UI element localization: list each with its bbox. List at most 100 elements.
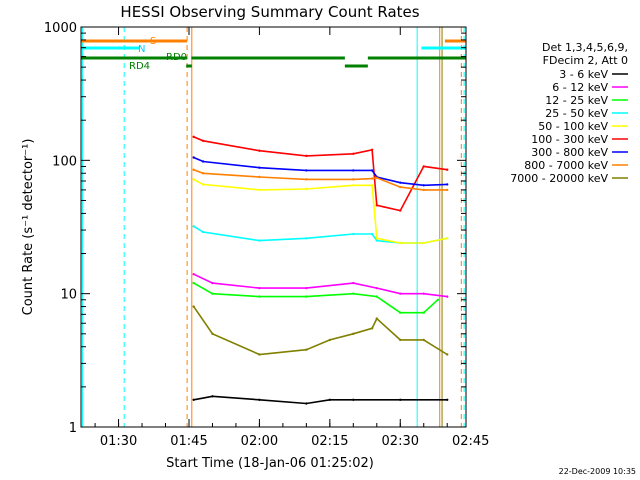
- series-point: [258, 149, 261, 152]
- series-point: [258, 239, 261, 242]
- series-line-3: [193, 225, 448, 244]
- series-point: [399, 209, 402, 212]
- footer-date: 22-Dec-2009 10:35: [559, 467, 636, 476]
- series-line-1: [193, 273, 448, 298]
- annotation-rd0-label: RD0: [166, 52, 187, 63]
- series-point: [201, 160, 205, 163]
- series-point: [258, 286, 261, 290]
- series-point: [258, 398, 261, 401]
- x-tick-label: 02:15: [311, 434, 348, 449]
- series-point: [192, 398, 195, 401]
- x-tick-label: 02:30: [382, 434, 419, 449]
- series-point: [422, 188, 425, 192]
- series-point: [305, 178, 308, 181]
- series-line-0: [193, 395, 448, 405]
- series-point: [352, 232, 355, 236]
- series-point: [370, 148, 374, 151]
- series-point: [305, 169, 308, 172]
- series-point: [446, 295, 449, 298]
- series-point: [352, 184, 355, 187]
- series-point: [192, 225, 195, 228]
- series-point: [258, 166, 261, 169]
- x-tick-label: 02:00: [241, 434, 278, 449]
- series-point: [211, 281, 214, 285]
- series-point: [211, 292, 214, 295]
- series-point: [399, 398, 402, 401]
- series-point: [352, 332, 355, 336]
- legend-entry-label: 7000 - 20000 keV: [510, 172, 608, 185]
- y-tick-label: 1000: [44, 21, 77, 36]
- series-line-5: [193, 136, 448, 212]
- legend-entry-label: 3 - 6 keV: [559, 68, 608, 81]
- series-point: [328, 398, 332, 401]
- series-point: [375, 237, 378, 240]
- series-point: [258, 175, 261, 179]
- series-point: [258, 353, 261, 356]
- annotation-n-label: N: [138, 44, 145, 55]
- series-point: [192, 272, 195, 276]
- series-point: [399, 185, 402, 189]
- y-tick-label: 100: [52, 154, 77, 169]
- series-point: [352, 292, 355, 295]
- series-point: [305, 295, 308, 298]
- series-point: [305, 237, 308, 240]
- series-lines: [192, 135, 449, 405]
- legend-header-line-1: Det 1,3,4,5,6,9,: [542, 41, 628, 54]
- series-point: [211, 395, 214, 398]
- plot-frame: [80, 26, 467, 428]
- series-point: [446, 183, 449, 186]
- series-point: [370, 169, 374, 172]
- series-point: [258, 188, 261, 192]
- series-point: [375, 286, 378, 290]
- x-axis: 01:30 01:45 02:00 02:15 02:30 02:45: [94, 27, 489, 449]
- series-point: [446, 353, 449, 356]
- legend-header-line-2: FDecim 2, Att 0: [543, 54, 628, 67]
- series-point: [305, 187, 308, 191]
- series-point: [305, 154, 308, 158]
- x-axis-label: Start Time (18-Jan-06 01:25:02): [166, 456, 374, 471]
- y-axis-label: Count Rate (s⁻¹ detector⁻¹): [21, 139, 36, 316]
- legend: Det 1,3,4,5,6,9, FDecim 2, Att 0 3 - 6 k…: [510, 41, 628, 185]
- legend-entry-label: 12 - 25 keV: [545, 94, 608, 107]
- series-point: [446, 237, 449, 240]
- series-point: [422, 165, 425, 168]
- series-point: [192, 168, 195, 171]
- series-point: [375, 317, 378, 320]
- x-tick-label: 01:45: [170, 434, 207, 449]
- series-point: [446, 188, 449, 192]
- series-point: [305, 402, 308, 405]
- series-point: [352, 281, 355, 285]
- series-point: [422, 184, 425, 187]
- series-point: [328, 338, 332, 342]
- series-line-4: [193, 178, 448, 244]
- series-point: [422, 241, 425, 245]
- series-point: [446, 168, 449, 171]
- y-tick-label: 10: [60, 288, 77, 303]
- legend-entry-label: 100 - 300 keV: [531, 133, 608, 146]
- legend-entry-label: 25 - 50 keV: [545, 107, 608, 120]
- series-point: [201, 230, 205, 234]
- series-point: [352, 169, 355, 172]
- series-point: [192, 178, 195, 181]
- series-point: [352, 152, 355, 155]
- legend-entry-label: 800 - 7000 keV: [524, 159, 608, 172]
- series-point: [305, 348, 308, 351]
- series-point: [201, 172, 205, 175]
- series-point: [352, 398, 355, 401]
- series-line-6: [193, 156, 448, 187]
- series-point: [305, 286, 308, 290]
- x-tick-label: 02:45: [452, 434, 489, 449]
- series-point: [192, 305, 195, 308]
- series-point: [192, 281, 195, 285]
- series-point: [422, 311, 425, 314]
- series-line-8: [193, 306, 448, 356]
- y-tick-label: 1: [69, 421, 77, 436]
- y-axis: 1 10 100 1000: [44, 21, 466, 436]
- series-point: [192, 156, 195, 159]
- series-point: [399, 292, 402, 295]
- annotation-rd4-label: RD4: [129, 61, 150, 72]
- series-point: [192, 135, 195, 139]
- series-point: [399, 338, 402, 342]
- series-point: [211, 332, 214, 336]
